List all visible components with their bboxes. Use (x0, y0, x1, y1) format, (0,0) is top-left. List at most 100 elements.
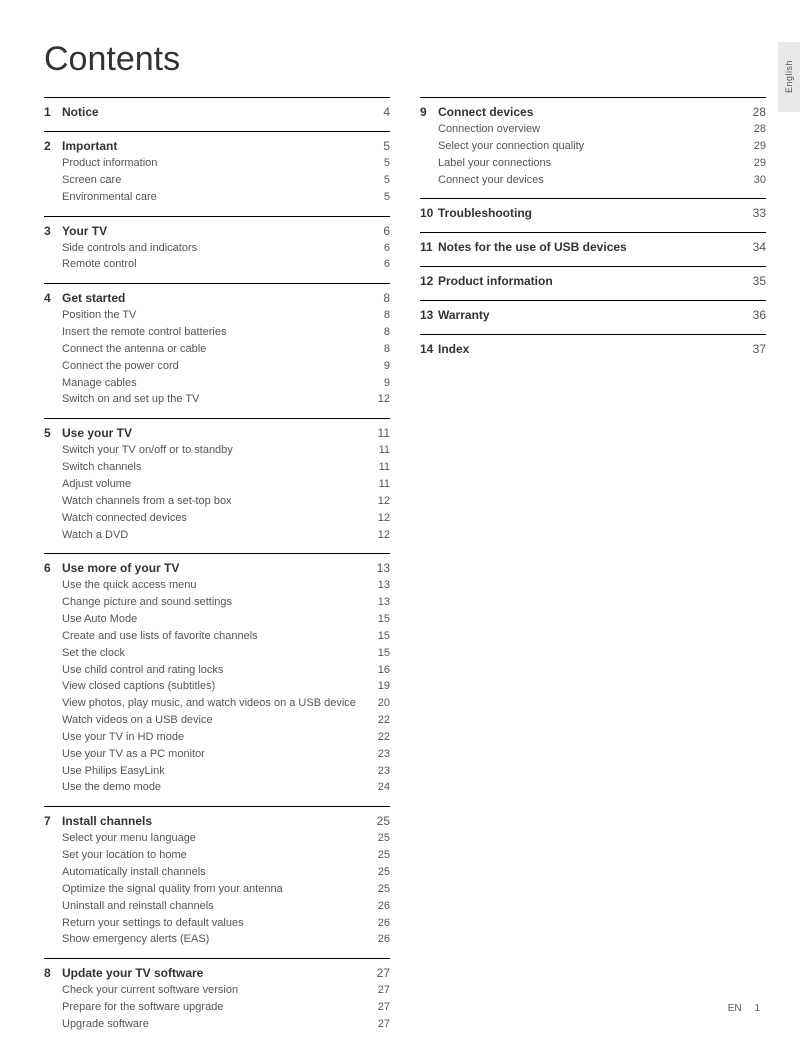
toc-subitem-page: 29 (742, 140, 766, 152)
toc-subitem-page: 22 (366, 714, 390, 726)
toc-subitem-page: 27 (366, 984, 390, 996)
toc-section-number: 12 (420, 274, 438, 288)
toc-subitem-page: 23 (366, 748, 390, 760)
toc-subitem-page: 12 (366, 529, 390, 541)
toc-subitem: Manage cables9 (44, 375, 390, 392)
toc-subitem: Select your connection quality29 (420, 138, 766, 155)
toc-subitem: Switch your TV on/off or to standby11 (44, 442, 390, 459)
toc-section-page: 6 (366, 224, 390, 238)
toc-section-number: 10 (420, 206, 438, 220)
toc-section-title: Get started (62, 291, 366, 305)
toc-subitem: Position the TV8 (44, 307, 390, 324)
toc-section-page: 37 (742, 342, 766, 356)
toc-subitem: Set your location to home25 (44, 847, 390, 864)
toc-subitem-page: 23 (366, 765, 390, 777)
toc-section-number: 8 (44, 966, 62, 980)
toc-section-head: 13Warranty36 (420, 305, 766, 324)
toc-section-number: 4 (44, 291, 62, 305)
toc-subitem-page: 15 (366, 647, 390, 659)
toc-section: 1Notice4 (44, 97, 390, 131)
toc-subitem-title: Use Auto Mode (62, 612, 366, 627)
toc-subitem: Uninstall and reinstall channels26 (44, 898, 390, 915)
toc-subitem-title: Connection overview (438, 122, 742, 137)
toc-section-number: 1 (44, 105, 62, 119)
toc-section-head: 9Connect devices28 (420, 102, 766, 121)
toc-subitem-page: 25 (366, 883, 390, 895)
toc-section-head: 5Use your TV11 (44, 423, 390, 442)
toc-subitem-page: 11 (366, 461, 390, 473)
toc-subitem-page: 5 (366, 191, 390, 203)
toc-subitem-title: Manage cables (62, 376, 366, 391)
toc-subitem-page: 29 (742, 157, 766, 169)
toc-subitem-page: 12 (366, 512, 390, 524)
toc-subitem-title: Use the quick access menu (62, 578, 366, 593)
toc-subitem: Select your menu language25 (44, 830, 390, 847)
toc-subitem: Screen care5 (44, 172, 390, 189)
toc-section: 6Use more of your TV13Use the quick acce… (44, 553, 390, 806)
toc-subitem-title: Watch connected devices (62, 511, 366, 526)
toc-subitem-page: 26 (366, 900, 390, 912)
toc-section-head: 14Index37 (420, 339, 766, 358)
toc-subitem: Adjust volume11 (44, 476, 390, 493)
toc-subitem-title: Switch your TV on/off or to standby (62, 443, 366, 458)
toc-section-title: Update your TV software (62, 966, 366, 980)
toc-section-head: 8Update your TV software27 (44, 963, 390, 982)
toc-subitem-title: Use the demo mode (62, 780, 366, 795)
toc-section: 5Use your TV11Switch your TV on/off or t… (44, 418, 390, 553)
toc-section-title: Product information (438, 274, 742, 288)
toc-section-title: Notes for the use of USB devices (438, 240, 742, 254)
toc-subitem-page: 27 (366, 1018, 390, 1030)
toc-subitem: Check your current software version27 (44, 982, 390, 999)
toc-section-head: 12Product information35 (420, 271, 766, 290)
toc-subitem-page: 8 (366, 309, 390, 321)
toc-section-head: 3Your TV6 (44, 221, 390, 240)
toc-subitem-title: Adjust volume (62, 477, 366, 492)
toc-section-page: 34 (742, 240, 766, 254)
toc-subitem-title: Connect the power cord (62, 359, 366, 374)
toc-subitem: Use Philips EasyLink23 (44, 763, 390, 780)
toc-subitem-title: Product information (62, 156, 366, 171)
toc-section-title: Important (62, 139, 366, 153)
toc-section-number: 14 (420, 342, 438, 356)
toc-subitem-page: 22 (366, 731, 390, 743)
toc-subitem-page: 25 (366, 832, 390, 844)
toc-section-head: 6Use more of your TV13 (44, 558, 390, 577)
toc-subitem-title: Select your menu language (62, 831, 366, 846)
toc-subitem-title: Side controls and indicators (62, 241, 366, 256)
toc-subitem-title: Automatically install channels (62, 865, 366, 880)
toc-subitem-title: Connect the antenna or cable (62, 342, 366, 357)
toc-subitem-title: Use your TV as a PC monitor (62, 747, 366, 762)
page-title: Contents (44, 40, 764, 79)
toc-subitem-title: View closed captions (subtitles) (62, 679, 366, 694)
toc-columns: 1Notice42Important5Product information5S… (44, 97, 764, 1043)
toc-subitem: Upgrade software27 (44, 1016, 390, 1033)
toc-section-page: 4 (366, 105, 390, 119)
toc-subitem-page: 15 (366, 613, 390, 625)
toc-subitem: Connection overview28 (420, 121, 766, 138)
toc-section-page: 8 (366, 291, 390, 305)
toc-section: 10Troubleshooting33 (420, 198, 766, 232)
language-tab: English (778, 42, 800, 112)
toc-section: 8Update your TV software27Check your cur… (44, 958, 390, 1043)
toc-subitem: Show emergency alerts (EAS)26 (44, 931, 390, 948)
toc-section-number: 3 (44, 224, 62, 238)
toc-section-page: 36 (742, 308, 766, 322)
toc-section-title: Troubleshooting (438, 206, 742, 220)
toc-subitem: Insert the remote control batteries8 (44, 324, 390, 341)
toc-subitem: Product information5 (44, 155, 390, 172)
page: English Contents 1Notice42Important5Prod… (0, 0, 800, 1036)
toc-subitem-title: Upgrade software (62, 1017, 366, 1032)
toc-section: 2Important5Product information5Screen ca… (44, 131, 390, 216)
toc-subitem-title: Screen care (62, 173, 366, 188)
toc-section: 4Get started8Position the TV8Insert the … (44, 283, 390, 418)
toc-subitem-page: 28 (742, 123, 766, 135)
toc-section-title: Index (438, 342, 742, 356)
toc-subitem-page: 5 (366, 174, 390, 186)
toc-subitem-title: Check your current software version (62, 983, 366, 998)
toc-subitem-title: Show emergency alerts (EAS) (62, 932, 366, 947)
toc-subitem-title: Watch channels from a set-top box (62, 494, 366, 509)
toc-subitem-title: Remote control (62, 257, 366, 272)
toc-section: 3Your TV6Side controls and indicators6 Re… (44, 216, 390, 284)
toc-subitem-page: 16 (366, 664, 390, 676)
toc-subitem-title: Uninstall and reinstall channels (62, 899, 366, 914)
